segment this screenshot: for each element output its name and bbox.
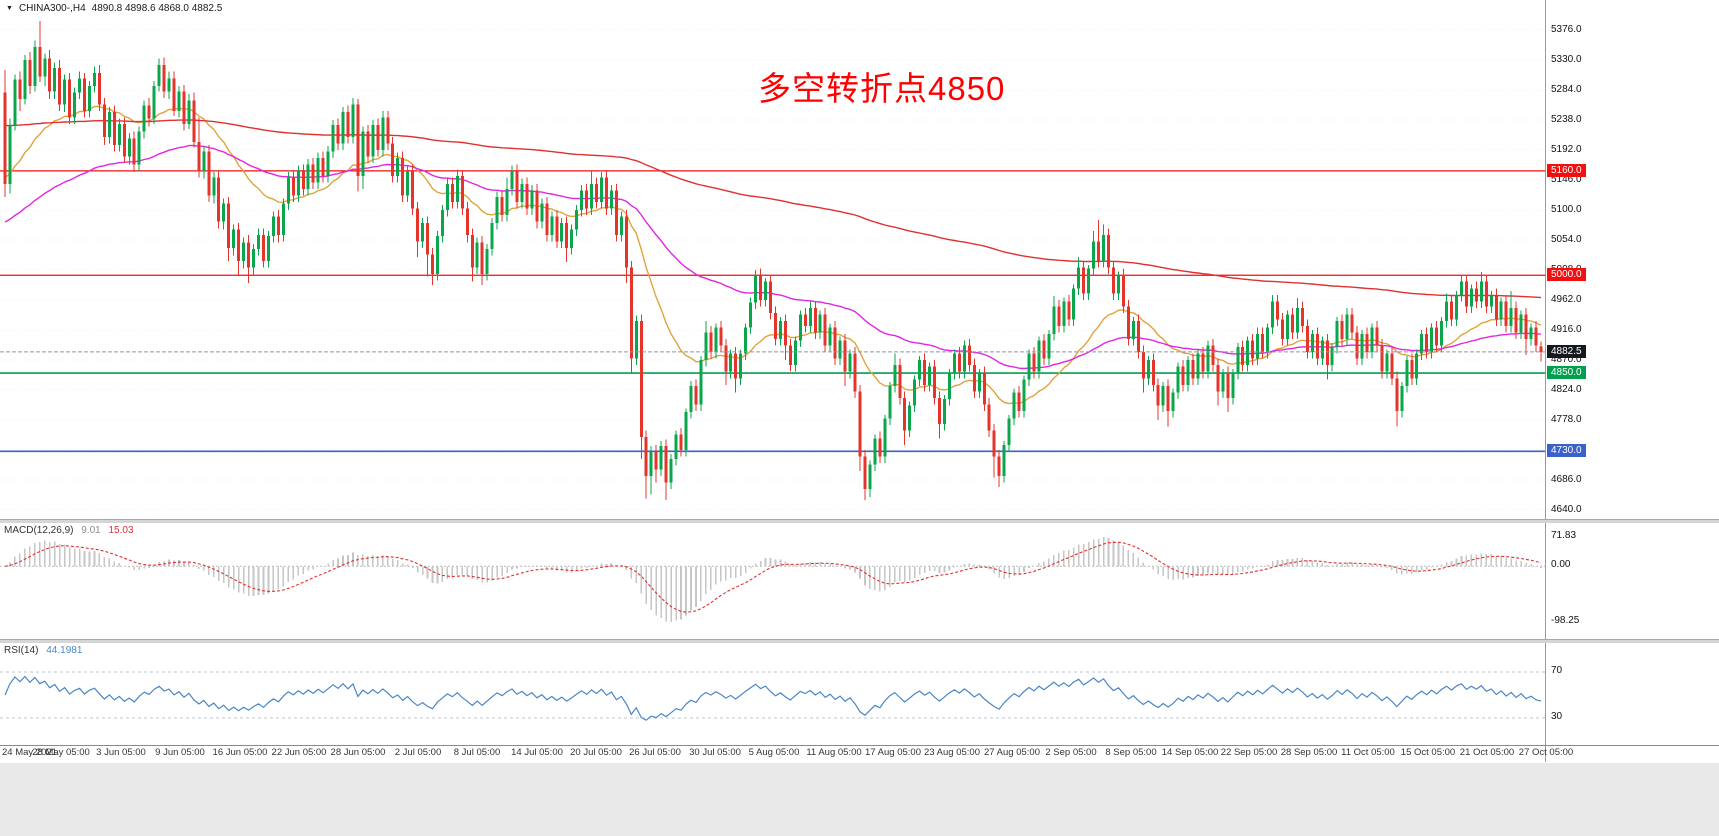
time-tick-label: 11 Oct 05:00: [1341, 747, 1395, 758]
price-tick-label: 5146.0: [1551, 174, 1582, 185]
macd-axis-min: -98.25: [1551, 615, 1580, 626]
time-tick-label: 22 Sep 05:00: [1220, 747, 1278, 758]
rsi-name: RSI(14): [4, 645, 39, 656]
time-tick-label: 26 Jul 05:00: [629, 747, 681, 758]
price-tick-label: 4778.0: [1551, 414, 1582, 425]
rsi-level-label: 70: [1551, 665, 1563, 676]
symbol-info: ▼ CHINA300-,H4 4890.8 4898.6 4868.0 4882…: [6, 3, 222, 14]
price-tick-label: 5238.0: [1551, 114, 1582, 125]
time-tick-label: 3 Jun 05:00: [96, 747, 146, 758]
moving-average-280: [5, 119, 1542, 299]
price-gridlines: [0, 29, 1545, 511]
ohlc-values: 4890.8 4898.6 4868.0 4882.5: [91, 3, 223, 14]
rsi-level-label: 30: [1551, 711, 1563, 722]
time-tick-label: 8 Jul 05:00: [453, 747, 501, 758]
time-axis-separator: [0, 745, 1719, 746]
price-tick-label: 4870.0: [1551, 354, 1582, 365]
time-tick-label: 11 Aug 05:00: [806, 747, 862, 758]
macd-name: MACD(12,26,9): [4, 525, 74, 536]
time-tick-label: 28 May 05:00: [32, 747, 90, 758]
time-tick-label: 2 Jul 05:00: [394, 747, 442, 758]
price-tick-label: 5192.0: [1551, 144, 1582, 155]
time-tick-label: 28 Jun 05:00: [330, 747, 386, 758]
time-tick-label: 28 Sep 05:00: [1280, 747, 1338, 758]
rsi-line: [4, 675, 1542, 721]
price-tag-4850.0: 4850.0: [1547, 366, 1586, 379]
macd-signal-value: 15.03: [108, 525, 134, 536]
price-tag-4882.5: 4882.5: [1547, 345, 1586, 358]
macd-signal-line: [4, 541, 1542, 613]
rsi-value: 44.1981: [46, 645, 83, 656]
moving-average-72: [4, 144, 1542, 370]
time-axis[interactable]: 24 May 2021 28 May 05:00 3 Jun 05:00 9 Jun …: [0, 747, 1719, 762]
time-tick-label: 15 Oct 05:00: [1400, 747, 1456, 758]
time-tick-label: 14 Sep 05:00: [1161, 747, 1219, 758]
time-tick-label: 2 Sep 05:00: [1045, 747, 1097, 758]
rsi-pane-separator[interactable]: [0, 639, 1719, 643]
price-tick-label: 5330.0: [1551, 54, 1582, 65]
rsi-indicator-label: RSI(14) 44.1981: [4, 645, 87, 656]
macd-axis-max: 71.83: [1551, 530, 1577, 541]
time-tick-label: 8 Sep 05:00: [1105, 747, 1157, 758]
bottom-empty-area: [0, 763, 1719, 836]
time-tick-label: 24 May 2021: [2, 747, 57, 758]
price-tick-label: 5376.0: [1551, 24, 1582, 35]
price-tick-label: 5054.0: [1551, 234, 1582, 245]
symbol-period-label: CHINA300-,H4: [18, 3, 86, 14]
price-tick-label: 4686.0: [1551, 474, 1582, 485]
time-tick-label: 14 Jul 05:00: [511, 747, 563, 758]
annotation-text: 多空转折点4850: [758, 70, 1006, 107]
time-tick-label: 9 Jun 05:00: [155, 747, 205, 758]
price-axis[interactable]: 5376.0 5330.0 5284.0 5238.0 5192.0 5146.0 5100…: [1546, 0, 1719, 762]
time-tick-label: 27 Oct 05:00: [1518, 747, 1574, 758]
time-tick-label: 22 Jun 05:00: [271, 747, 327, 758]
macd-histogram: [9, 537, 1542, 622]
time-tick-label: 30 Jul 05:00: [689, 747, 741, 758]
price-tag-5160.0: 5160.0: [1547, 164, 1586, 177]
axis-border-line: [1545, 0, 1546, 762]
macd-main-value: 9.01: [81, 525, 101, 536]
price-tick-label: 5100.0: [1551, 204, 1582, 215]
time-tick-label: 20 Jul 05:00: [570, 747, 622, 758]
dropdown-arrow-icon[interactable]: ▼: [6, 4, 13, 12]
macd-pane-separator[interactable]: [0, 519, 1719, 523]
macd-axis-zero: 0.00: [1551, 559, 1571, 570]
price-tag-4730.0: 4730.0: [1547, 444, 1586, 457]
moving-average-24: [4, 105, 1542, 405]
price-tick-label: 4916.0: [1551, 324, 1582, 335]
time-tick-label: 17 Aug 05:00: [865, 747, 921, 758]
time-tick-label: 27 Aug 05:00: [984, 747, 1040, 758]
price-tag-5000.0: 5000.0: [1547, 268, 1586, 281]
macd-indicator-label: MACD(12,26,9) 9.01 15.03: [4, 525, 139, 536]
time-tick-label: 21 Oct 05:00: [1459, 747, 1515, 758]
time-tick-label: 16 Jun 05:00: [212, 747, 268, 758]
price-tick-label: 5284.0: [1551, 84, 1582, 95]
price-tick-label: 4824.0: [1551, 384, 1582, 395]
price-tick-label: 4640.0: [1551, 504, 1582, 515]
price-tick-label: 4962.0: [1551, 294, 1582, 305]
time-tick-label: 5 Aug 05:00: [748, 747, 800, 758]
candlesticks: [3, 20, 1543, 501]
time-tick-label: 23 Aug 05:00: [924, 747, 980, 758]
